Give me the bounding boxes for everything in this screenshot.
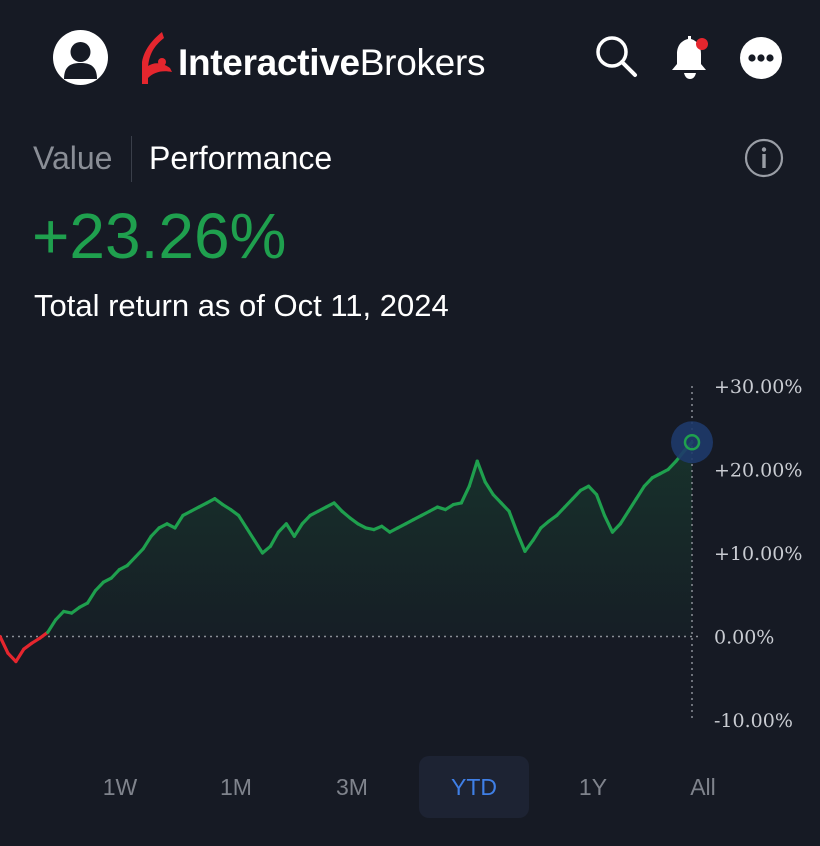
series-segment xyxy=(14,647,26,664)
series-segment xyxy=(284,522,296,538)
brand-name-regular: Brokers xyxy=(359,41,486,83)
series-segment xyxy=(260,544,273,555)
series-segment xyxy=(499,501,511,513)
series-segment xyxy=(547,513,559,523)
series-segment xyxy=(491,492,503,505)
more-dots-icon xyxy=(748,54,774,62)
performance-chart[interactable]: +30.00% +20.00% +10.00% 0.00% -10.00% xyxy=(0,370,820,740)
series-segment xyxy=(634,484,646,501)
y-tick-label: +10.00% xyxy=(714,543,802,565)
series-segment xyxy=(292,522,304,538)
y-tick-label: 0.00% xyxy=(714,627,774,649)
series-segment xyxy=(0,634,10,655)
brand-name: InteractiveBrokers xyxy=(178,44,485,81)
y-tick-label: +20.00% xyxy=(714,460,802,482)
more-options-button[interactable] xyxy=(740,37,782,79)
series-segment xyxy=(610,522,623,534)
series-segment xyxy=(531,526,543,543)
y-tick-label: +30.00% xyxy=(714,376,802,398)
series-segment xyxy=(22,641,34,651)
ib-logo-icon xyxy=(142,32,172,84)
total-return-value: +23.26% xyxy=(32,200,287,272)
series-segment xyxy=(125,555,137,568)
current-point-marker xyxy=(683,434,701,451)
series-segment xyxy=(69,605,82,615)
y-tick-label: -10.00% xyxy=(714,710,793,732)
current-point-halo xyxy=(671,421,713,464)
series-segment xyxy=(515,530,527,553)
series-segment xyxy=(6,651,18,664)
range-1w-button[interactable]: 1W xyxy=(102,774,138,800)
range-1m-button[interactable]: 1M xyxy=(220,774,252,800)
series-segment xyxy=(594,492,607,518)
series-segment xyxy=(213,497,225,507)
series-segment xyxy=(46,618,58,634)
brand-name-bold: Interactive xyxy=(178,41,360,83)
range-selector: 1W 1M 3M YTD 1Y All xyxy=(0,756,820,818)
series-segment xyxy=(618,509,630,526)
series-segment xyxy=(133,547,145,559)
series-segment xyxy=(276,522,288,534)
search-icon[interactable] xyxy=(594,34,638,78)
series-segment xyxy=(109,568,121,580)
series-segment xyxy=(602,513,615,534)
series-segment xyxy=(666,459,678,472)
series-segment xyxy=(332,501,344,513)
range-ytd-button[interactable]: YTD xyxy=(419,756,529,818)
notification-dot-icon xyxy=(696,38,708,50)
series-segment xyxy=(475,459,487,484)
series-segment xyxy=(348,516,360,526)
user-icon xyxy=(64,42,97,79)
series-segment xyxy=(539,519,551,530)
series-segment xyxy=(571,488,583,501)
series-segment xyxy=(586,484,599,497)
series-segment xyxy=(54,609,66,622)
info-icon[interactable] xyxy=(744,138,784,178)
series-segment xyxy=(340,509,352,520)
series-segment xyxy=(642,476,654,488)
series-segment xyxy=(141,534,153,551)
series-segment xyxy=(300,513,312,526)
series-segment xyxy=(626,497,638,513)
series-segment xyxy=(555,505,567,518)
series-segment xyxy=(268,530,280,548)
avatar[interactable] xyxy=(53,30,108,85)
series-segment xyxy=(507,509,519,534)
total-return-subtitle: Total return as of Oct 11, 2024 xyxy=(34,288,449,323)
series-segment xyxy=(523,538,535,553)
bell-icon[interactable] xyxy=(667,32,713,80)
series-segment xyxy=(93,580,106,593)
series-segment xyxy=(85,588,98,605)
series-segment xyxy=(237,513,249,530)
range-3m-button[interactable]: 3M xyxy=(336,774,368,800)
tab-divider xyxy=(131,136,132,182)
series-segment xyxy=(563,497,575,509)
tab-performance[interactable]: Performance xyxy=(149,140,333,176)
range-all-button[interactable]: All xyxy=(690,774,716,800)
range-1y-button[interactable]: 1Y xyxy=(578,774,608,800)
series-segment xyxy=(244,526,257,543)
series-segment xyxy=(38,630,50,640)
series-segment xyxy=(467,459,479,488)
brand-logo: InteractiveBrokers xyxy=(140,30,485,86)
series-segment xyxy=(380,524,392,534)
series-segment xyxy=(173,513,185,530)
series-segment xyxy=(483,480,495,497)
series-segment xyxy=(252,538,265,555)
series-segment xyxy=(149,526,161,538)
series-segment xyxy=(459,484,471,505)
series-segment xyxy=(229,507,241,518)
chart-area-fill xyxy=(0,442,692,637)
tab-value[interactable]: Value xyxy=(33,140,113,176)
